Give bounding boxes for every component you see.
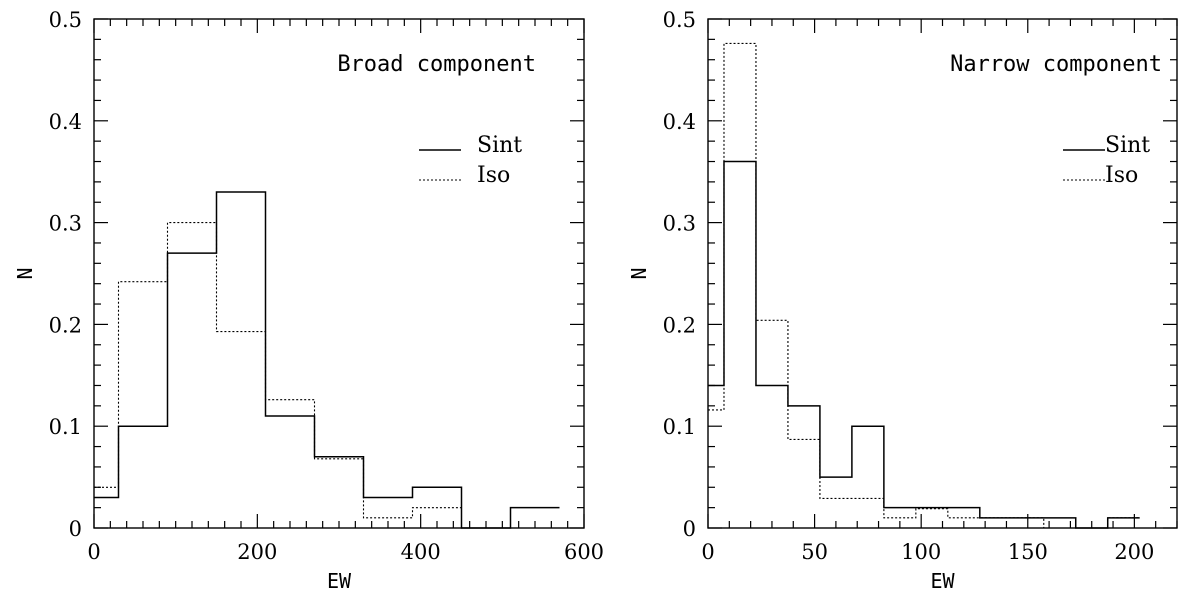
y-tick-label: 0.3 bbox=[663, 212, 696, 236]
x-tick-label: 100 bbox=[901, 540, 941, 564]
histogram-outline-iso bbox=[94, 222, 462, 519]
tick-marks bbox=[707, 18, 1178, 529]
tick-marks bbox=[93, 18, 585, 529]
histogram-outline-iso bbox=[708, 42, 1140, 529]
y-axis-title: N bbox=[627, 267, 651, 279]
series-iso bbox=[708, 42, 1140, 529]
y-tick-label: 0.1 bbox=[49, 415, 82, 439]
series-iso bbox=[94, 222, 462, 519]
legend-label-sint: Sint bbox=[1105, 133, 1150, 158]
x-axis-title: EW bbox=[930, 569, 955, 592]
legend-label-sint: Sint bbox=[477, 133, 522, 158]
panel-annotation: Narrow component bbox=[950, 52, 1162, 77]
histogram-outline-sint bbox=[708, 160, 1140, 529]
plot-frame bbox=[707, 18, 1178, 529]
y-tick-label: 0.1 bbox=[663, 415, 696, 439]
x-tick-label: 0 bbox=[701, 540, 714, 564]
y-tick-label: 0 bbox=[69, 517, 82, 541]
chart-panel-2: 0 50 100 150 200 0 0.1 0.2 0.3 0.4 0.5 EW N Narrow co… bbox=[627, 8, 1178, 592]
x-axis-title: EW bbox=[327, 569, 352, 592]
x-tick-label: 150 bbox=[1008, 540, 1048, 564]
y-tick-label: 0 bbox=[683, 517, 696, 541]
y-axis-title: N bbox=[13, 267, 37, 279]
y-tick-label: 0.4 bbox=[663, 110, 696, 134]
series-sint bbox=[708, 160, 1140, 529]
y-tick-label: 0.4 bbox=[49, 110, 82, 134]
y-tick-label: 0.2 bbox=[663, 313, 696, 337]
series-sint bbox=[94, 191, 560, 529]
y-tick-label: 0.3 bbox=[49, 212, 82, 236]
y-tick-label: 0.5 bbox=[49, 8, 82, 32]
x-tick-label: 400 bbox=[401, 540, 441, 564]
x-tick-label: 0 bbox=[87, 540, 100, 564]
legend-label-iso: Iso bbox=[1105, 163, 1138, 188]
x-tick-label: 200 bbox=[237, 540, 277, 564]
y-tick-label: 0.5 bbox=[663, 8, 696, 32]
y-tick-label: 0.2 bbox=[49, 313, 82, 337]
x-tick-label: 50 bbox=[801, 540, 828, 564]
legend-label-iso: Iso bbox=[477, 163, 510, 188]
panel-annotation: Broad component bbox=[337, 52, 536, 77]
x-tick-label: 200 bbox=[1114, 540, 1154, 564]
histogram-outline-sint bbox=[94, 191, 560, 529]
chart-panel-1: 0 200 400 600 0 0.1 0.2 0.3 0.4 0.5 EW N Broad compo… bbox=[13, 8, 604, 592]
x-tick-label: 600 bbox=[564, 540, 604, 564]
